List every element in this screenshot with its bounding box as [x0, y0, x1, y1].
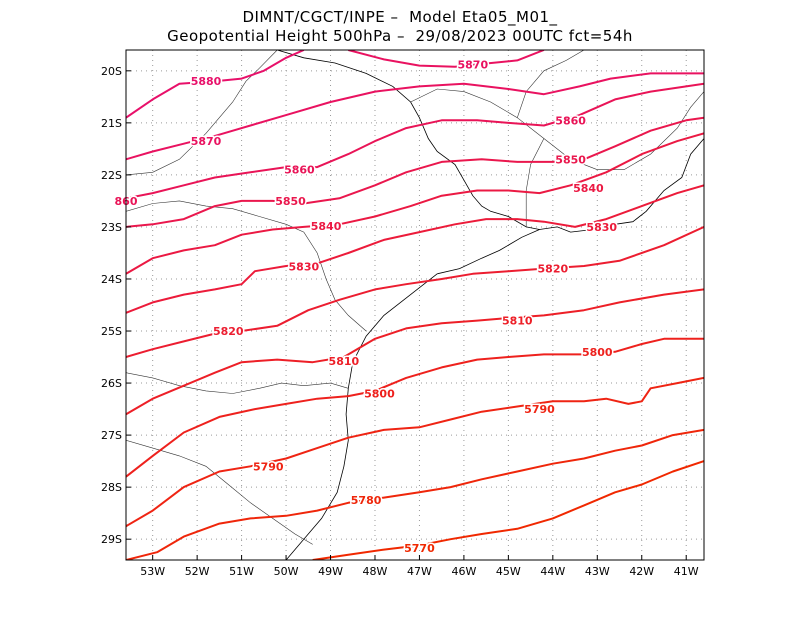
- contour-label: 5840: [573, 182, 604, 195]
- lon-tick-label: 49W: [318, 565, 343, 578]
- lat-tick-label: 20S: [101, 65, 122, 78]
- state-border: [126, 372, 349, 394]
- contour-label: 5810: [329, 355, 360, 368]
- lat-lon-grid: [126, 50, 704, 560]
- coastline: [285, 273, 438, 560]
- lon-tick-label: 43W: [585, 565, 610, 578]
- lon-tick-label: 41W: [674, 565, 699, 578]
- contour-label: 5780: [351, 494, 382, 507]
- contour-line-5820: [126, 225, 704, 358]
- lon-tick-label: 45W: [496, 565, 521, 578]
- contour-label: 5830: [289, 260, 320, 273]
- contour-line-5810: [126, 288, 704, 416]
- state-border: [126, 440, 313, 545]
- contour-line-5860: [126, 82, 704, 200]
- contour-line-5770: [312, 460, 704, 560]
- coastline-and-borders: [126, 50, 704, 560]
- contour-line-5790: [126, 376, 704, 528]
- lon-tick-label: 48W: [363, 565, 388, 578]
- map-title-line-1: DIMNT/CGCT/INPE – Model Eta05_M01_: [242, 8, 558, 26]
- coastline: [437, 229, 540, 275]
- contour-label: 5850: [275, 195, 306, 208]
- state-border: [525, 138, 545, 227]
- contour-label: 5770: [404, 542, 435, 555]
- contour-label: 5810: [502, 315, 533, 328]
- height-contours: [126, 50, 704, 560]
- contour-line-5830: [126, 184, 704, 314]
- coastline: [277, 50, 704, 233]
- lon-tick-label: 46W: [451, 565, 476, 578]
- lat-tick-label: 25S: [101, 325, 122, 338]
- lat-tick-label: 24S: [101, 273, 122, 286]
- axis-labels: 20S 21S 22S 23S 24S 25S 26S 27S 28S 29S 53W 52W 51W 5…: [101, 65, 699, 578]
- contour-line-5850: [126, 116, 704, 228]
- lon-tick-label: 51W: [229, 565, 254, 578]
- lon-tick-label: 47W: [407, 565, 432, 578]
- lat-tick-label: 28S: [101, 481, 122, 494]
- lat-tick-label: 29S: [101, 533, 122, 546]
- contour-line-5780: [126, 428, 704, 560]
- contour-label: 5820: [213, 325, 244, 338]
- contour-label: 5790: [253, 460, 284, 473]
- contour-line-5880: [126, 50, 305, 119]
- lon-tick-label: 50W: [274, 565, 299, 578]
- lat-tick-label: 22S: [101, 169, 122, 182]
- contour-label: 5860: [284, 164, 315, 177]
- plot-frame: [125, 49, 705, 561]
- contour-label: 5880: [191, 75, 222, 88]
- lon-tick-label: 53W: [140, 565, 165, 578]
- contour-labels: 5880 5870 5870 5860 5850 5840 5830 5820 5820 5810…: [113, 57, 619, 556]
- contour-label: 5790: [524, 403, 555, 416]
- contour-label: 5870: [457, 59, 488, 72]
- contour-line-5870: [126, 72, 704, 161]
- contour-label: 5830: [586, 221, 617, 234]
- contour-label: 5850: [555, 153, 586, 166]
- lon-tick-label: 44W: [540, 565, 565, 578]
- state-border: [126, 200, 367, 332]
- lon-tick-label: 52W: [185, 565, 210, 578]
- lat-tick-label: 23S: [101, 221, 122, 234]
- contour-label: 5800: [582, 346, 613, 359]
- contour-line-5800: [126, 337, 704, 478]
- contour-label: 5860: [555, 114, 586, 127]
- lat-tick-label: 21S: [101, 117, 122, 130]
- lat-tick-label: 26S: [101, 377, 122, 390]
- contour-label: 5820: [538, 263, 569, 276]
- contour-line-5840: [126, 132, 704, 275]
- lat-tick-label: 27S: [101, 429, 122, 442]
- state-border: [517, 50, 585, 118]
- contour-label: 5870: [191, 135, 222, 148]
- contour-label: 5800: [364, 387, 395, 400]
- lon-tick-label: 42W: [629, 565, 654, 578]
- state-border: [126, 50, 278, 176]
- contour-label: 5840: [311, 220, 342, 233]
- state-border: [410, 88, 704, 170]
- map-title-line-2: Geopotential Height 500hPa – 29/08/2023 …: [167, 27, 633, 45]
- contour-line-5870: [348, 50, 545, 68]
